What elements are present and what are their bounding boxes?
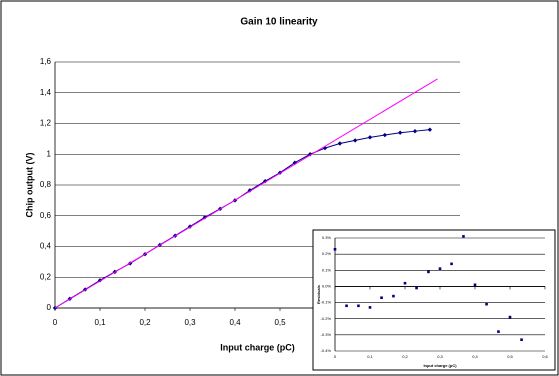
y-axis-title: Chip output (V) xyxy=(24,153,34,218)
y-tick-label: 1,6 xyxy=(40,57,52,66)
y-tick-label: 0,2 xyxy=(40,272,52,281)
point xyxy=(382,132,388,138)
y-tick-label: 0.0% xyxy=(322,283,332,288)
inset-frame xyxy=(312,229,556,371)
y-tick-label: -0.1% xyxy=(321,300,332,305)
point xyxy=(380,296,383,300)
x-tick-label: 0,2 xyxy=(139,318,151,327)
y-tick-label: 0,6 xyxy=(40,211,52,220)
y-tick-label: 1,4 xyxy=(40,88,52,97)
series-line xyxy=(54,78,438,309)
point xyxy=(508,315,512,319)
y-tick-label: -0.3% xyxy=(321,332,332,337)
point xyxy=(415,286,418,290)
y-tick-label: 0,4 xyxy=(40,242,52,251)
chart-title: Gain 10 linearity xyxy=(240,17,318,28)
x-tick-label: 0,4 xyxy=(472,354,478,359)
point xyxy=(397,130,403,135)
point xyxy=(357,304,360,308)
point xyxy=(450,262,453,266)
point xyxy=(403,281,407,285)
point xyxy=(473,283,477,287)
y-tick-label: 1,2 xyxy=(40,119,52,128)
x-tick-label: 0,4 xyxy=(229,318,241,327)
y-tick-label: 1 xyxy=(47,149,52,158)
point xyxy=(345,304,348,308)
point xyxy=(520,338,523,341)
y-tick-label: -0.2% xyxy=(321,316,332,321)
point xyxy=(368,306,372,309)
y-tick-label: 0.3% xyxy=(322,235,332,240)
point xyxy=(438,267,442,270)
point xyxy=(337,141,343,146)
point xyxy=(462,235,465,238)
point xyxy=(497,330,500,333)
point xyxy=(427,127,433,132)
x-tick-label: 0,3 xyxy=(437,354,443,359)
x-tick-label: 0,5 xyxy=(274,318,286,327)
x-tick-label: 0,1 xyxy=(367,354,373,359)
point xyxy=(392,294,395,298)
x-tick-label: 0,2 xyxy=(402,354,408,359)
x-tick-label: 0,6 xyxy=(542,354,548,359)
x-tick-label: 0,1 xyxy=(94,318,106,327)
y-tick-label: 0.1% xyxy=(322,267,332,272)
point xyxy=(485,302,488,306)
point xyxy=(367,135,373,140)
x-tick-label: 0,5 xyxy=(507,354,513,359)
y-axis-title: Residuals xyxy=(316,284,321,304)
point xyxy=(427,270,430,274)
y-tick-label: -0.4% xyxy=(321,348,332,353)
x-tick-label: 0 xyxy=(53,318,58,327)
x-tick-label: 0,3 xyxy=(184,318,196,327)
point xyxy=(333,248,337,251)
point xyxy=(352,138,358,143)
y-tick-label: 0 xyxy=(47,303,52,312)
y-tick-label: 0,8 xyxy=(40,180,52,189)
point xyxy=(412,128,418,134)
y-tick-label: 0.2% xyxy=(322,251,332,256)
x-axis-title: Input charge (pC) xyxy=(423,363,457,368)
x-axis-title: Input charge (pC) xyxy=(220,342,295,352)
x-tick-label: 0 xyxy=(334,354,337,359)
